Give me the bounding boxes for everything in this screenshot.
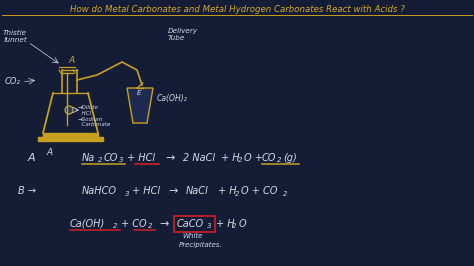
Text: + HCl: + HCl <box>127 153 155 163</box>
Text: + HCl: + HCl <box>132 186 160 196</box>
Text: NaHCO: NaHCO <box>82 186 117 196</box>
Text: B →: B → <box>18 186 36 196</box>
Text: Delivery
Tube: Delivery Tube <box>168 28 198 41</box>
Text: 2: 2 <box>98 157 102 164</box>
Text: O + CO: O + CO <box>241 186 277 196</box>
Text: Precipitates.: Precipitates. <box>179 242 223 248</box>
Text: + CO: + CO <box>121 219 146 229</box>
Text: 2: 2 <box>283 190 288 197</box>
Text: A: A <box>69 56 75 65</box>
Text: (g): (g) <box>283 153 297 163</box>
Text: 2 NaCl: 2 NaCl <box>183 153 215 163</box>
Text: →Dilute
  HCl
→Sodium
  Carbonate: →Dilute HCl →Sodium Carbonate <box>78 105 110 127</box>
Text: How do Metal Carbonates and Metal Hydrogen Carbonates React with Acids ?: How do Metal Carbonates and Metal Hydrog… <box>70 5 404 14</box>
Text: 2: 2 <box>232 223 237 230</box>
Text: 2: 2 <box>277 157 282 164</box>
Text: →: → <box>165 153 174 163</box>
Text: →: → <box>159 219 168 229</box>
Text: A: A <box>28 153 36 163</box>
Text: CO₂: CO₂ <box>5 77 21 86</box>
Text: Thistle
funnet: Thistle funnet <box>3 30 27 43</box>
Text: →: → <box>168 186 177 196</box>
Text: CO: CO <box>104 153 118 163</box>
Text: O +: O + <box>244 153 263 163</box>
Polygon shape <box>127 88 153 123</box>
Text: 3: 3 <box>119 157 124 164</box>
Text: White: White <box>182 233 202 239</box>
Text: O: O <box>239 219 246 229</box>
Text: + H: + H <box>218 186 237 196</box>
Text: 3: 3 <box>125 190 129 197</box>
Text: 2: 2 <box>113 223 118 230</box>
Text: + H: + H <box>216 219 235 229</box>
Text: Na: Na <box>82 153 95 163</box>
Bar <box>38 137 103 141</box>
Text: CO: CO <box>262 153 276 163</box>
Text: + H: + H <box>221 153 240 163</box>
Text: Ca(OH)₂: Ca(OH)₂ <box>157 94 188 102</box>
Text: E: E <box>137 90 141 96</box>
Text: CaCO: CaCO <box>177 219 204 229</box>
Text: Ca(OH): Ca(OH) <box>70 219 105 229</box>
Bar <box>43 133 98 137</box>
Text: A: A <box>47 148 53 157</box>
Text: 2: 2 <box>235 190 239 197</box>
Text: NaCl: NaCl <box>186 186 209 196</box>
Text: 2: 2 <box>148 223 153 230</box>
Text: 3: 3 <box>207 223 211 230</box>
Text: 2: 2 <box>238 157 243 164</box>
Circle shape <box>65 106 73 114</box>
